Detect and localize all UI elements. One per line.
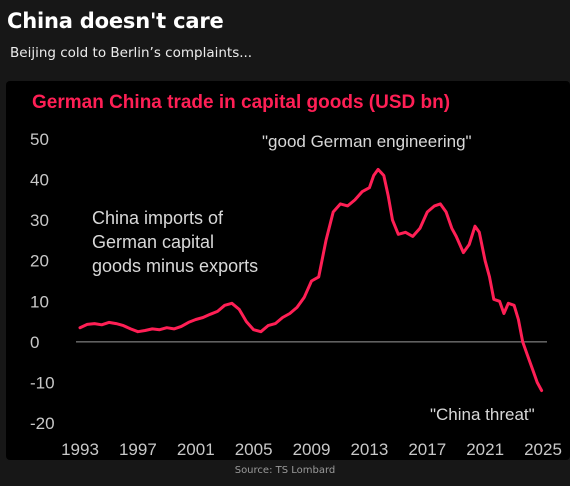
y-axis-ticks: 50 40 30 20 10 0 -10 -20 <box>30 130 55 433</box>
annotation-china-threat: "China threat" <box>430 405 535 424</box>
x-axis-ticks: 1993 1997 2001 2005 2009 2013 2017 2021 2025 <box>61 440 562 459</box>
x-tick-label: 1993 <box>61 440 99 459</box>
annotation-line-3: goods minus exports <box>92 256 258 276</box>
y-tick-label: 40 <box>30 171 49 190</box>
annotation-series-description: China imports of German capital goods mi… <box>92 208 258 276</box>
x-tick-label: 2013 <box>350 440 388 459</box>
y-tick-label: 30 <box>30 211 49 230</box>
x-tick-label: 2017 <box>408 440 446 459</box>
source-note: Source: TS Lombard <box>234 465 336 476</box>
page-title: China doesn't care <box>7 9 224 33</box>
x-tick-label: 1997 <box>119 440 157 459</box>
annotation-line-2: German capital <box>92 232 214 252</box>
series-line <box>78 167 544 392</box>
y-tick-label: -20 <box>30 414 55 433</box>
x-tick-label: 2025 <box>524 440 562 459</box>
x-tick-label: 2005 <box>235 440 273 459</box>
chart-title: German China trade in capital goods (USD… <box>32 92 450 113</box>
y-tick-label: 10 <box>30 292 49 311</box>
x-tick-label: 2009 <box>293 440 331 459</box>
line-chart: German China trade in capital goods (USD… <box>30 92 562 459</box>
x-tick-label: 2001 <box>177 440 215 459</box>
y-tick-label: 0 <box>30 333 39 352</box>
y-tick-label: -10 <box>30 373 55 392</box>
annotation-line-1: China imports of <box>92 208 224 228</box>
annotation-good-engineering: "good German engineering" <box>262 132 472 151</box>
chart-panel: German China trade in capital goods (USD… <box>6 81 570 460</box>
x-tick-label: 2021 <box>466 440 504 459</box>
y-tick-label: 50 <box>30 130 49 149</box>
page-subtitle: Beijing cold to Berlin’s complaints... <box>10 45 253 61</box>
y-tick-label: 20 <box>30 252 49 271</box>
